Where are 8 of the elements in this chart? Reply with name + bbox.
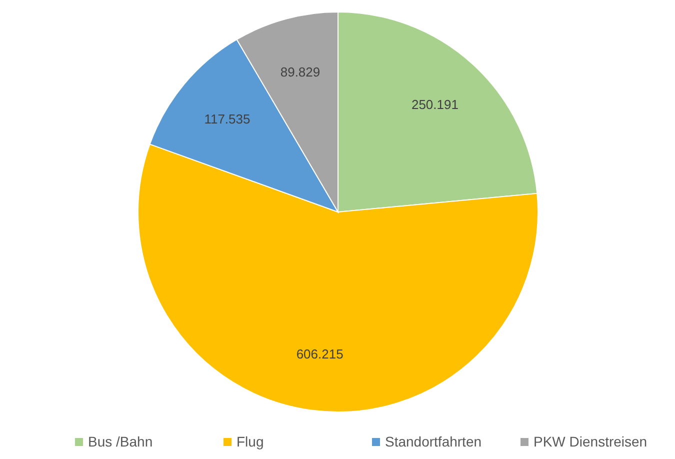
data-label: 250.191 bbox=[411, 96, 458, 112]
legend-label: PKW Dienstreisen bbox=[534, 434, 648, 450]
legend-label: Flug bbox=[236, 434, 264, 450]
data-label: 89.829 bbox=[280, 64, 320, 80]
data-label: 606.215 bbox=[296, 346, 344, 362]
legend-label: Bus /Bahn bbox=[88, 434, 153, 450]
data-label: 117.535 bbox=[204, 111, 250, 126]
legend-label: Standortfahrten bbox=[385, 434, 482, 450]
